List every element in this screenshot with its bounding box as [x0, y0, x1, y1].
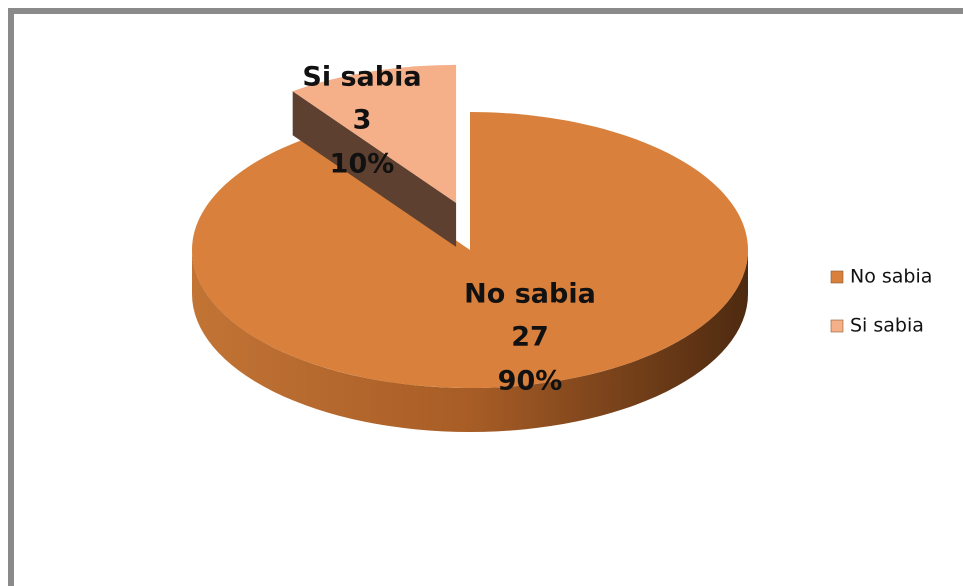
slice-side: [192, 250, 748, 432]
data-label-name: Si sabia: [302, 62, 421, 93]
data-label-value: 27: [511, 322, 549, 353]
data-label-value: 3: [353, 105, 372, 136]
legend-label: Si sabia: [850, 315, 924, 337]
legend-swatch: [830, 319, 844, 333]
slice-cut-face: [292, 91, 457, 247]
data-label-name: No sabia: [464, 279, 596, 310]
data-label-percent: 10%: [330, 149, 395, 180]
slice-top: [191, 112, 748, 388]
slice-top: [292, 64, 457, 203]
legend-label: No sabia: [850, 266, 932, 288]
data-label-percent: 90%: [498, 366, 563, 397]
slice: [191, 112, 748, 432]
slice: [292, 64, 457, 247]
legend-swatch: [830, 270, 844, 284]
